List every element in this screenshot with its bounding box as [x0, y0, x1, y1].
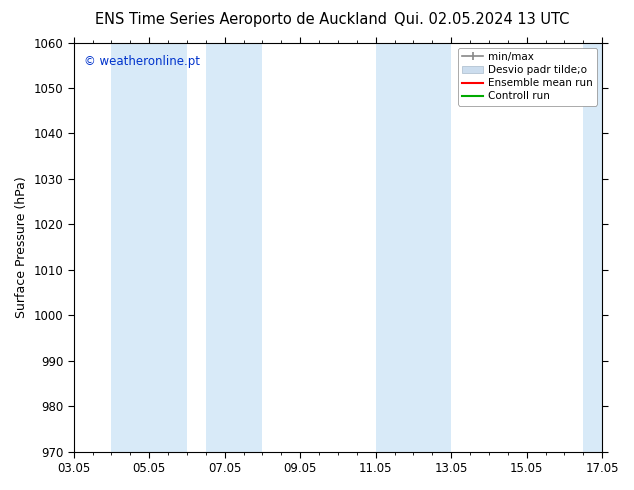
- Bar: [376, 43, 451, 452]
- Bar: [206, 43, 262, 452]
- Bar: [583, 43, 602, 452]
- Bar: [112, 43, 187, 452]
- Y-axis label: Surface Pressure (hPa): Surface Pressure (hPa): [15, 176, 28, 318]
- Legend: min/max, Desvio padr tilde;o, Ensemble mean run, Controll run: min/max, Desvio padr tilde;o, Ensemble m…: [458, 48, 597, 105]
- Text: ENS Time Series Aeroporto de Auckland: ENS Time Series Aeroporto de Auckland: [95, 12, 387, 27]
- Text: Qui. 02.05.2024 13 UTC: Qui. 02.05.2024 13 UTC: [394, 12, 569, 27]
- Text: © weatheronline.pt: © weatheronline.pt: [84, 55, 200, 68]
